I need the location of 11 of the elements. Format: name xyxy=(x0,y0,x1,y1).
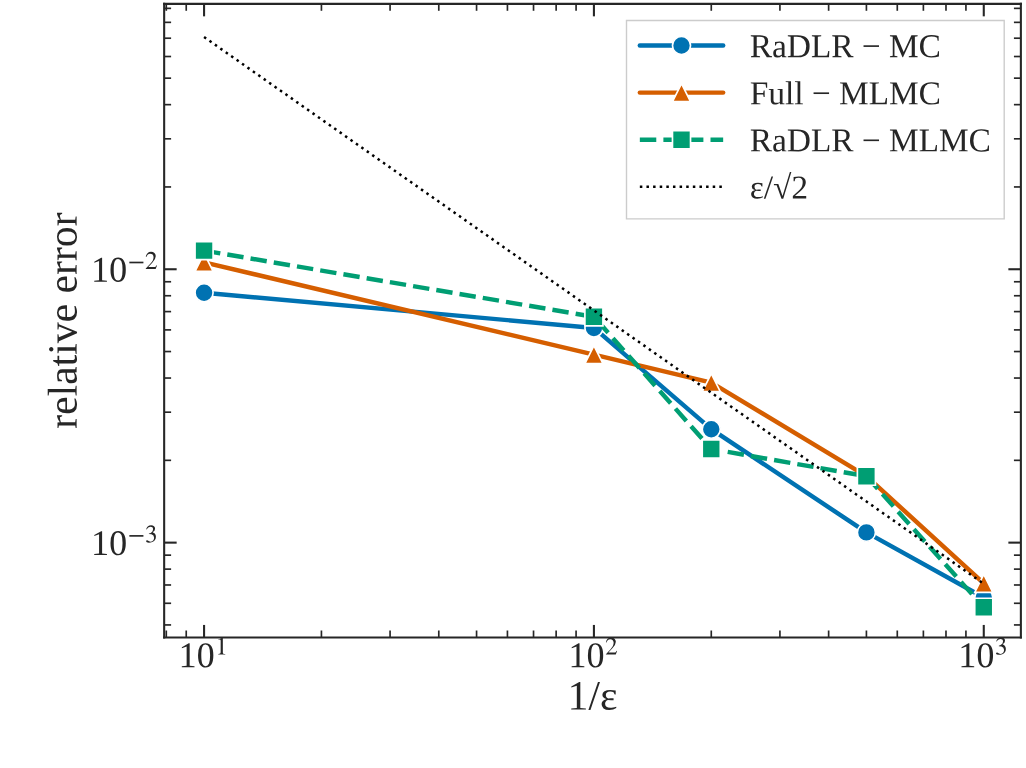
y-axis-title: relative error xyxy=(47,212,78,428)
y-tick-label: 10$^{−3}$ xyxy=(94,525,156,556)
x-tick-label: 10$^{2}$ xyxy=(571,637,618,668)
legend-label: Full − MLMC xyxy=(750,81,940,105)
legend-label: RaDLR − MC xyxy=(750,35,940,58)
y-tick-label: 10$^{−2}$ xyxy=(94,251,158,282)
legend-label: RaDLR − MLMC xyxy=(750,129,990,152)
legend-label: ε/√2 xyxy=(751,172,807,199)
x-tick-label: 10$^{1}$ xyxy=(181,637,226,668)
x-axis-title: 1/ε xyxy=(571,682,617,710)
x-tick-label: 10$^{3}$ xyxy=(961,637,1006,668)
